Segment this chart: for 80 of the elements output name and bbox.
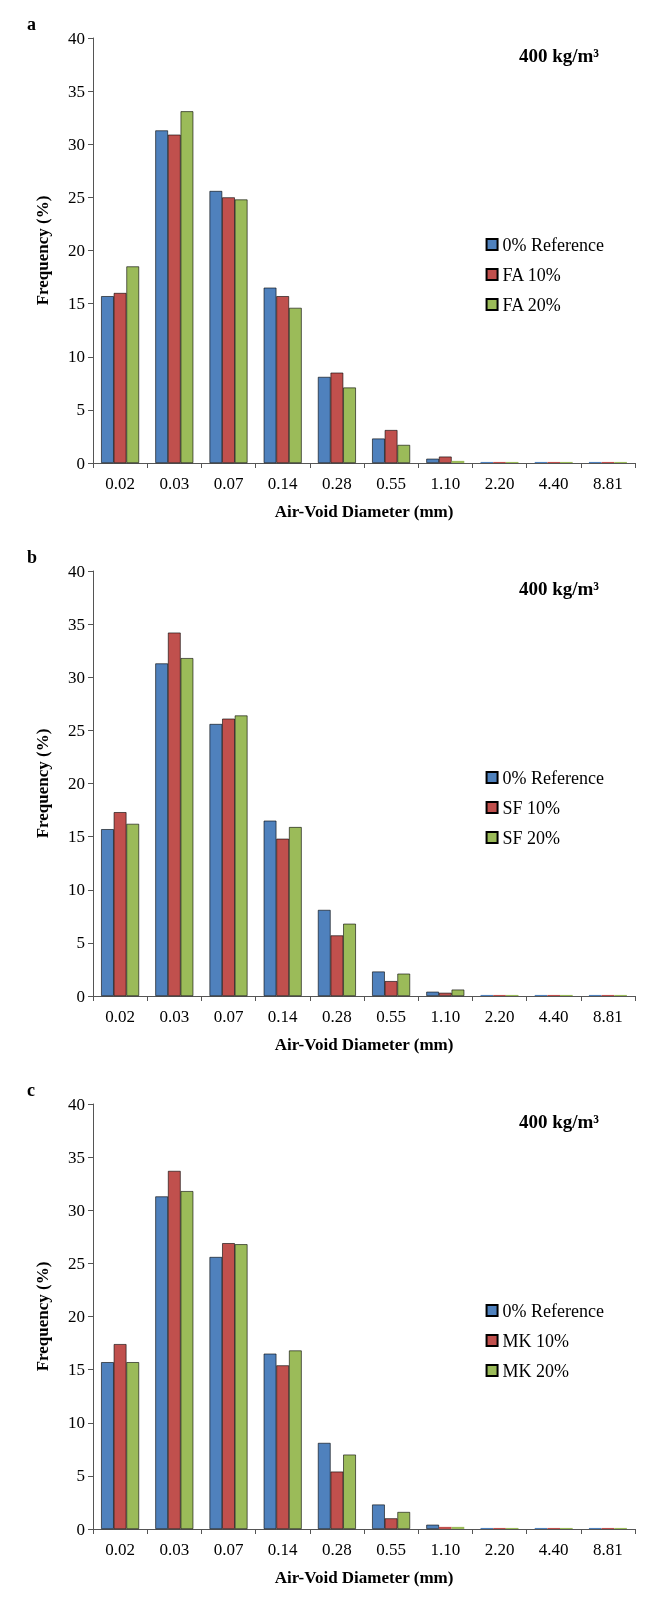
x-tick-label: 2.20 [484, 474, 515, 493]
y-tick-label: 25 [68, 187, 85, 207]
legend-label: MK 10% [502, 1330, 570, 1351]
x-tick-label: 0.03 [159, 474, 190, 493]
x-tick-label: 0.07 [213, 1540, 244, 1559]
chart-title: b [27, 547, 38, 567]
x-tick-label: 0.02 [105, 474, 135, 493]
y-tick-label: 10 [68, 880, 85, 900]
x-axis-title: Air-Void Diameter (mm) [274, 1035, 454, 1054]
x-tick-label: 4.40 [538, 474, 569, 493]
legend-label: FA 10% [502, 264, 561, 285]
x-tick-label: 2.20 [484, 1007, 515, 1026]
x-tick-label: 0.03 [159, 1540, 190, 1559]
x-tick-label: 0.55 [376, 1007, 406, 1026]
x-tick-label: 0.55 [376, 1540, 406, 1559]
y-axis-title: Frequency (%) [33, 728, 52, 839]
y-tick-label: 0 [76, 986, 85, 1006]
y-tick-label: 5 [76, 400, 85, 420]
y-tick-label: 40 [68, 28, 85, 48]
x-tick-label: 2.20 [484, 1540, 515, 1559]
legend-label: SF 20% [502, 827, 561, 848]
y-axis-title: Frequency (%) [33, 1261, 52, 1372]
x-tick-label: 0.03 [159, 1007, 190, 1026]
x-tick-label: 8.81 [593, 474, 623, 493]
x-tick-label: 1.10 [430, 1007, 461, 1026]
x-tick-label: 0.07 [213, 474, 244, 493]
x-tick-label: 0.28 [322, 474, 352, 493]
y-tick-label: 5 [76, 1466, 85, 1486]
legend-label: MK 20% [502, 1360, 570, 1381]
x-tick-label: 1.10 [430, 474, 461, 493]
y-tick-label: 15 [68, 294, 85, 314]
x-tick-label: 4.40 [538, 1007, 569, 1026]
legend-label: 0% Reference [502, 1300, 605, 1321]
legend-label: FA 20% [502, 294, 561, 315]
y-tick-label: 40 [68, 561, 85, 581]
y-tick-label: 0 [76, 453, 85, 473]
y-axis-title: Frequency (%) [33, 195, 52, 306]
y-tick-label: 15 [68, 827, 85, 847]
legend-label: SF 10% [502, 797, 561, 818]
y-tick-label: 25 [68, 720, 85, 740]
x-tick-label: 0.14 [267, 1007, 299, 1026]
bar [426, 1524, 439, 1529]
y-tick-label: 20 [68, 241, 85, 260]
x-tick-label: 0.14 [267, 474, 299, 493]
x-axis-title: Air-Void Diameter (mm) [274, 502, 454, 521]
y-tick-label: 10 [68, 347, 85, 367]
x-tick-label: 0.07 [213, 1007, 244, 1026]
annotation: 400 kg/m³ [518, 45, 600, 66]
y-tick-label: 0 [76, 1519, 85, 1539]
x-axis-title: Air-Void Diameter (mm) [274, 1568, 454, 1587]
y-tick-label: 30 [68, 1200, 85, 1220]
x-tick-label: 8.81 [593, 1540, 623, 1559]
x-tick-label: 8.81 [593, 1007, 623, 1026]
x-tick-label: 0.14 [267, 1540, 299, 1559]
x-tick-label: 0.02 [105, 1007, 135, 1026]
annotation: 400 kg/m³ [518, 1111, 600, 1132]
y-tick-label: 25 [68, 1253, 85, 1273]
legend-label: 0% Reference [502, 767, 605, 788]
x-tick-label: 4.40 [538, 1540, 569, 1559]
annotation: 400 kg/m³ [518, 578, 600, 599]
y-tick-label: 35 [68, 614, 85, 634]
y-tick-label: 20 [68, 1307, 85, 1326]
y-tick-label: 5 [76, 933, 85, 953]
y-tick-label: 10 [68, 1413, 85, 1433]
x-tick-label: 1.10 [430, 1540, 461, 1559]
y-tick-label: 20 [68, 774, 85, 793]
x-tick-label: 0.28 [322, 1007, 352, 1026]
y-tick-label: 35 [68, 1147, 85, 1167]
x-tick-label: 0.55 [376, 474, 406, 493]
y-tick-label: 35 [68, 81, 85, 101]
chart-title: a [27, 14, 36, 34]
y-tick-label: 15 [68, 1360, 85, 1380]
y-tick-label: 40 [68, 1094, 85, 1114]
y-tick-label: 30 [68, 667, 85, 687]
bar [438, 1526, 452, 1529]
legend-label: 0% Reference [502, 234, 605, 255]
x-tick-label: 0.28 [322, 1540, 352, 1559]
chart-title: c [27, 1080, 35, 1100]
x-tick-label: 0.02 [105, 1540, 135, 1559]
y-tick-label: 30 [68, 134, 85, 154]
